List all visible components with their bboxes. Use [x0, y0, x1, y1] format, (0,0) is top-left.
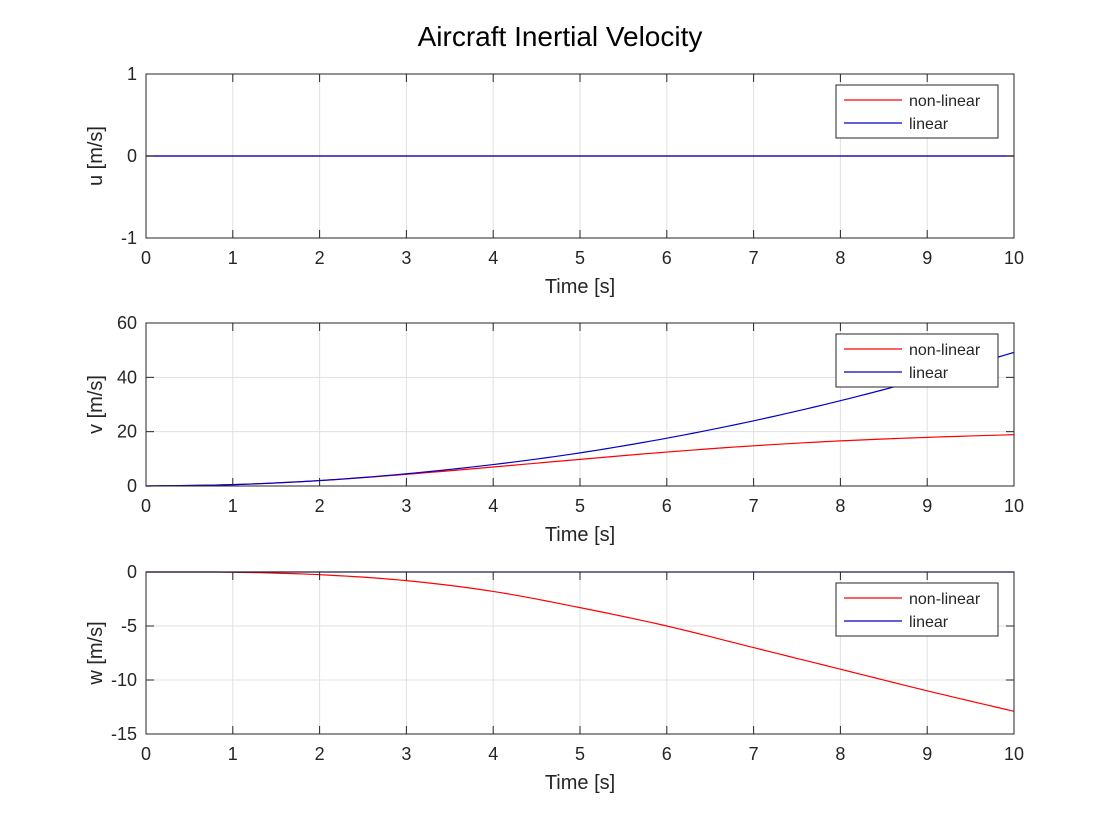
x-tick-label: 8 [835, 496, 845, 516]
y-tick-label: 60 [117, 313, 137, 333]
x-tick-label: 4 [488, 744, 498, 764]
y-tick-label: 20 [117, 422, 137, 442]
x-tick-label: 1 [228, 496, 238, 516]
legend-label-linear: linear [909, 614, 949, 631]
y-tick-label: 0 [127, 562, 137, 582]
x-tick-label: 5 [575, 248, 585, 268]
y-tick-label: -10 [111, 670, 137, 690]
x-tick-label: 6 [662, 496, 672, 516]
legend-box [835, 333, 999, 388]
legend-label-linear: linear [909, 365, 949, 382]
y-tick-label: -1 [121, 228, 137, 248]
x-tick-label: 3 [401, 744, 411, 764]
legend-label-linear: linear [909, 116, 949, 133]
x-axis-label: Time [s] [545, 772, 615, 794]
y-tick-label: -15 [111, 724, 137, 744]
legend-label-non-linear: non-linear [909, 342, 981, 359]
legend: non-linear linear [835, 582, 999, 637]
y-axis-label: u [m/s] [85, 126, 107, 186]
x-tick-label: 5 [575, 744, 585, 764]
x-axis-label: Time [s] [545, 276, 615, 298]
y-tick-label: -5 [121, 616, 137, 636]
legend-label-non-linear: non-linear [909, 591, 981, 608]
y-tick-label: 0 [127, 146, 137, 166]
x-tick-label: 10 [1004, 248, 1024, 268]
x-tick-label: 0 [141, 496, 151, 516]
series-line-non-linear [146, 571, 1014, 712]
y-tick-label: 0 [127, 476, 137, 496]
x-tick-label: 2 [315, 496, 325, 516]
x-tick-label: 4 [488, 248, 498, 268]
y-axis-label: v [m/s] [85, 375, 107, 434]
x-tick-label: 6 [662, 248, 672, 268]
x-axis-label: Time [s] [545, 524, 615, 546]
x-tick-label: 7 [749, 496, 759, 516]
x-tick-label: 5 [575, 496, 585, 516]
x-tick-label: 2 [315, 744, 325, 764]
legend: non-linear linear [835, 333, 999, 388]
y-axis-label: w [m/s] [85, 621, 107, 685]
x-tick-label: 9 [922, 248, 932, 268]
x-tick-label: 8 [835, 744, 845, 764]
y-tick-label: 40 [117, 367, 137, 387]
x-tick-label: 0 [141, 744, 151, 764]
x-tick-label: 2 [315, 248, 325, 268]
legend-label-non-linear: non-linear [909, 93, 981, 110]
x-tick-label: 1 [228, 248, 238, 268]
legend-box [835, 84, 999, 139]
x-tick-label: 4 [488, 496, 498, 516]
x-tick-label: 8 [835, 248, 845, 268]
x-tick-label: 9 [922, 744, 932, 764]
x-tick-label: 6 [662, 744, 672, 764]
legend-box [835, 582, 999, 637]
x-tick-label: 3 [401, 496, 411, 516]
x-tick-label: 10 [1004, 496, 1024, 516]
y-tick-label: 1 [127, 64, 137, 84]
v-velocity-subplot: 0 1 2 3 4 5 6 7 8 9 10 0 20 40 60 Time [s] v [m/s] non-li… [85, 313, 1024, 546]
w-velocity-subplot: 0 1 2 3 4 5 6 7 8 9 10 -15 -10 -5 0 Time [s] w [m/s] non-… [85, 562, 1024, 794]
figure-title: Aircraft Inertial Velocity [418, 21, 703, 52]
x-tick-label: 0 [141, 248, 151, 268]
x-tick-label: 7 [749, 248, 759, 268]
x-tick-label: 1 [228, 744, 238, 764]
series-line-linear [146, 351, 1014, 487]
x-tick-label: 10 [1004, 744, 1024, 764]
x-tick-label: 9 [922, 496, 932, 516]
x-tick-label: 7 [749, 744, 759, 764]
x-tick-label: 3 [401, 248, 411, 268]
legend: non-linear linear [835, 84, 999, 139]
